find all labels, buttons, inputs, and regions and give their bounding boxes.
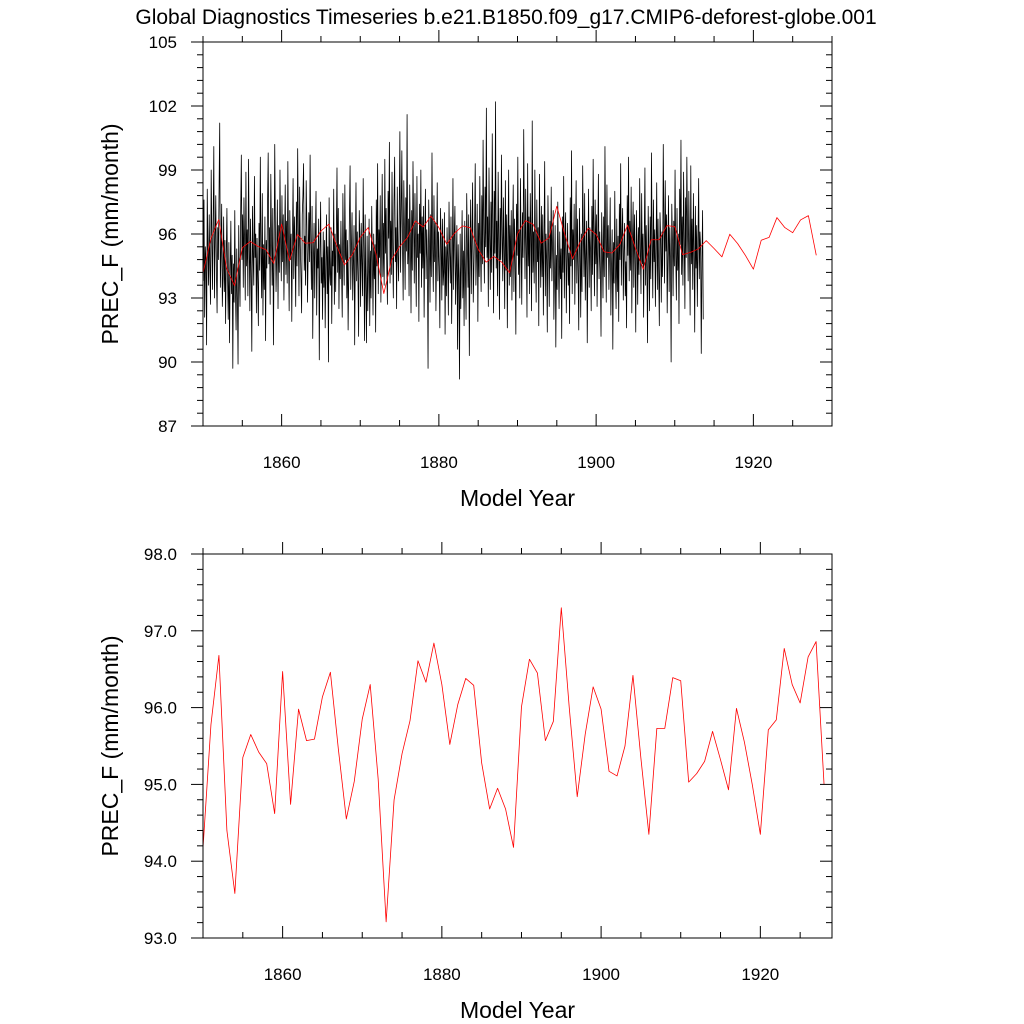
- y-tick-label: 97.0: [144, 622, 177, 641]
- figure-title: Global Diagnostics Timeseries b.e21.B185…: [135, 6, 876, 29]
- x-tick-label: 1880: [423, 965, 461, 984]
- y-tick-label: 90: [158, 353, 177, 372]
- y-tick-label: 102: [149, 97, 177, 116]
- y-tick-label: 98.0: [144, 545, 177, 564]
- annual-mean-series-line: [203, 607, 825, 923]
- y-tick-label: 96.0: [144, 699, 177, 718]
- x-tick-label: 1880: [420, 453, 458, 472]
- y-tick-label: 87: [158, 417, 177, 436]
- y-tick-label: 96: [158, 225, 177, 244]
- top-panel: 1860 1880 1900 1920 87 90 93 96 99 102 105 Model Ye…: [97, 30, 833, 511]
- monthly-series-line: [203, 101, 704, 380]
- bottom-panel: 1860 1880 1900 1920 93.0 94.0 95.0 96.0 97.0 98.0…: [97, 542, 833, 1023]
- x-axis-label: Model Year: [460, 997, 575, 1023]
- x-tick-label: 1920: [734, 453, 772, 472]
- y-tick-label: 93: [158, 289, 177, 308]
- y-axis-label: PREC_F (mm/month): [97, 635, 123, 856]
- y-tick-label: 95.0: [144, 775, 177, 794]
- y-tick-label: 105: [149, 33, 177, 52]
- annual-mean-series-line: [203, 205, 817, 294]
- x-axis-label: Model Year: [460, 485, 575, 511]
- y-tick-label: 99: [158, 161, 177, 180]
- y-tick-label: 93.0: [144, 929, 177, 948]
- x-tick-label: 1900: [577, 453, 615, 472]
- x-tick-label: 1860: [264, 965, 302, 984]
- y-tick-label: 94.0: [144, 852, 177, 871]
- plot-frame: [202, 553, 833, 939]
- x-tick-label: 1920: [741, 965, 779, 984]
- x-tick-label: 1860: [263, 453, 301, 472]
- y-axis-label: PREC_F (mm/month): [97, 123, 123, 344]
- x-tick-label: 1900: [582, 965, 620, 984]
